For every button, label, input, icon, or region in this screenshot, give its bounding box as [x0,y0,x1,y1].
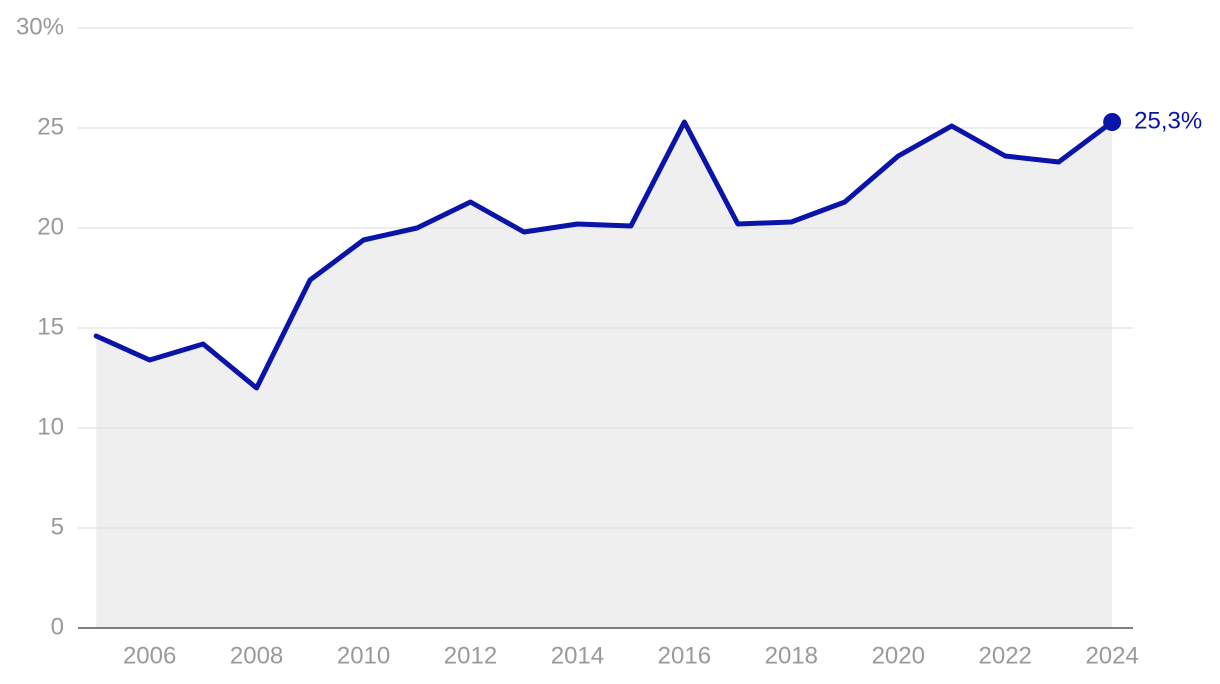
data-label: 25,3% [1134,107,1202,134]
x-tick-label: 2016 [658,642,711,669]
y-tick-label: 25 [37,113,64,140]
y-tick-label: 5 [51,513,64,540]
y-tick-label: 10 [37,413,64,440]
y-tick-label: 15 [37,313,64,340]
x-tick-label: 2014 [551,642,604,669]
x-tick-label: 2006 [123,642,176,669]
x-tick-label: 2012 [444,642,497,669]
line [93,119,1115,391]
x-tick-label: 2008 [230,642,283,669]
x-tick-label: 2022 [979,642,1032,669]
y-tick-label: 30% [16,13,64,40]
y-tick-label: 20 [37,213,64,240]
point-marker [1103,113,1122,131]
x-tick-label: 2018 [765,642,818,669]
x-tick-label: 2020 [872,642,925,669]
x-tick-label: 2024 [1085,642,1138,669]
y-tick-label: 0 [51,613,64,640]
x-tick-label: 2010 [337,642,390,669]
area [96,122,1113,628]
